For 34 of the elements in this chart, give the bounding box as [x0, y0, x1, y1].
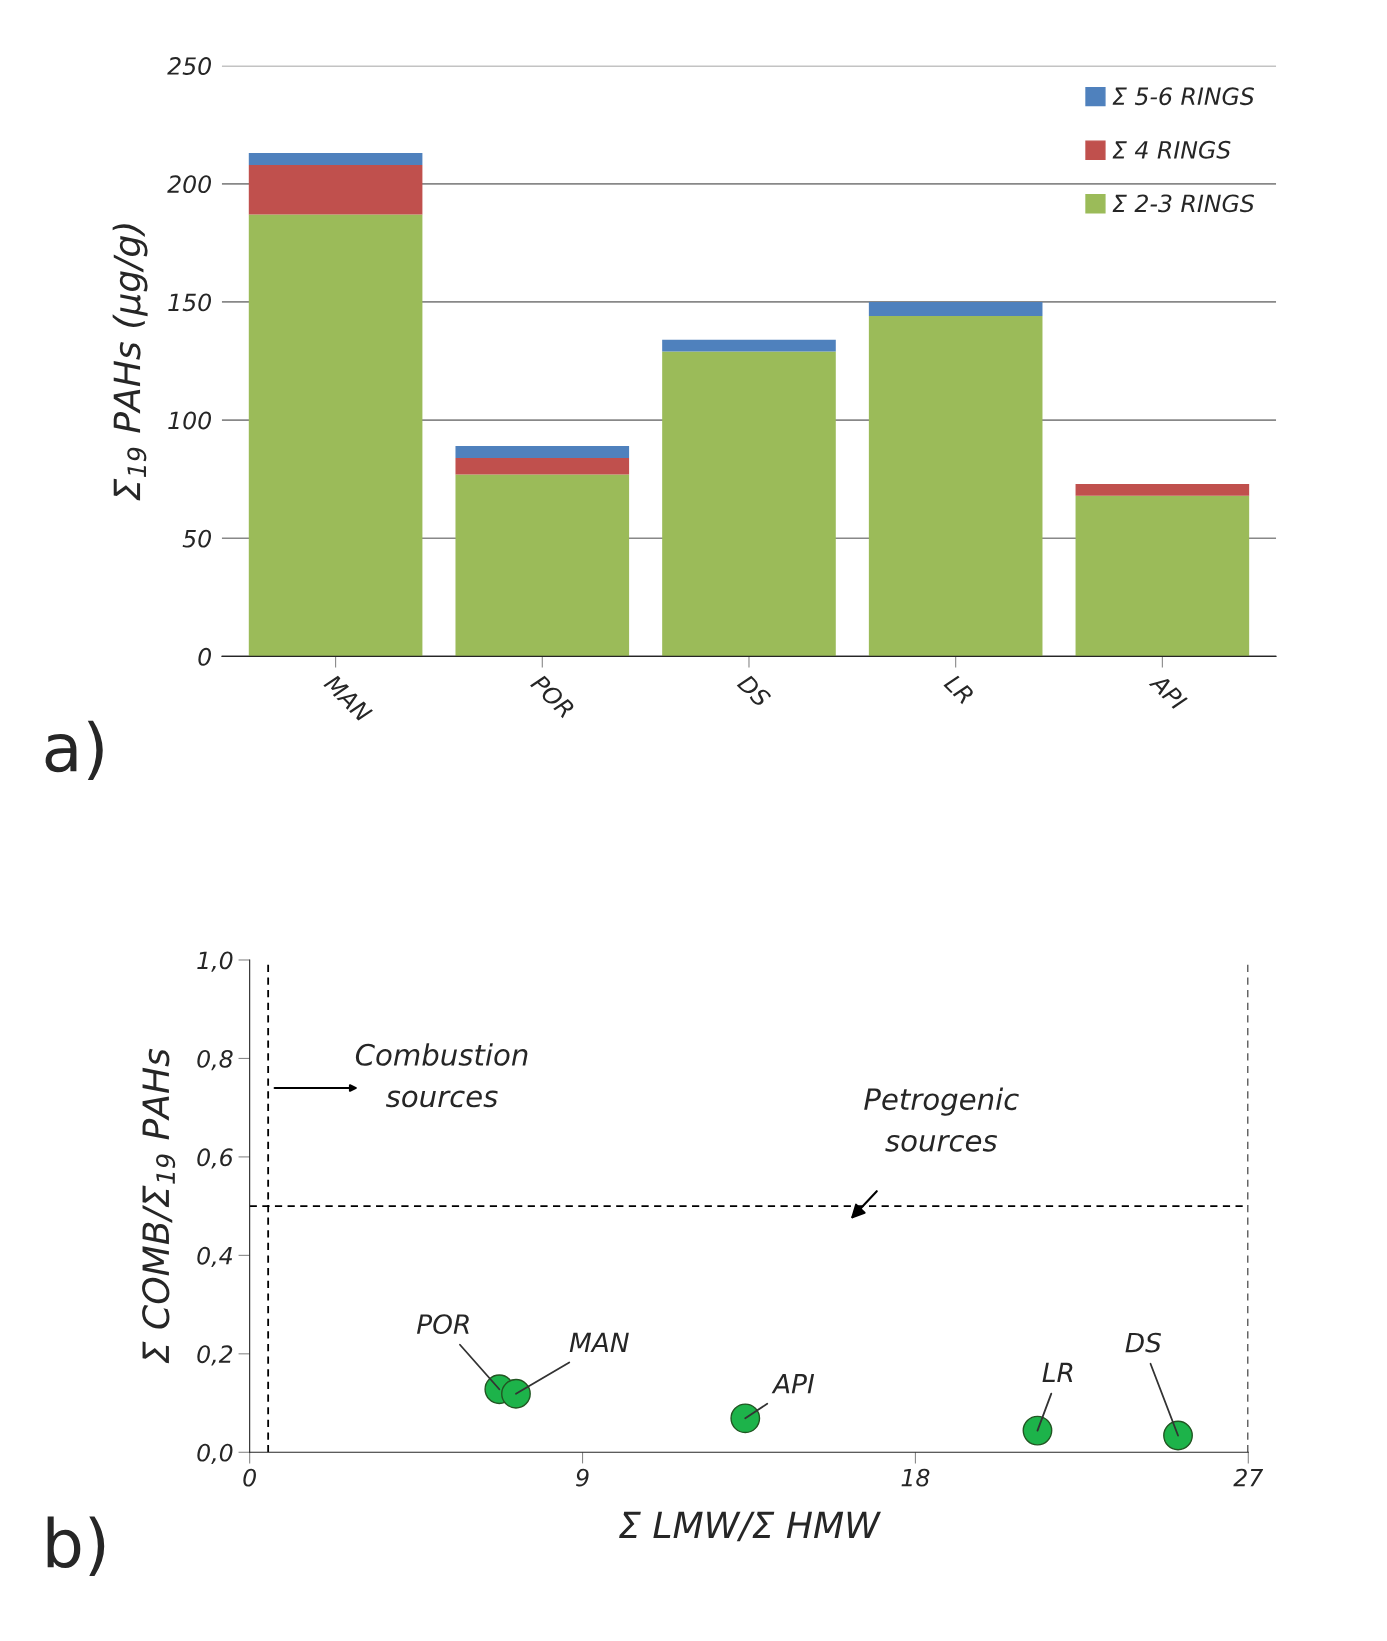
- text: b): [47, 1516, 105, 1576]
- annotation: LR: [1042, 1362, 1073, 1383]
- y-tick-label: 0,0: [197, 1443, 233, 1464]
- y-tick-label: 150: [168, 293, 212, 312]
- x-tick-label: 0: [243, 1468, 256, 1487]
- y-axis-title: Σ COMB/Σ$_{19}$ PAHs: [142, 1048, 176, 1364]
- y-tick-label: 100: [168, 411, 212, 430]
- y-tick-label: 200: [167, 175, 212, 194]
- x-tick-label: LR: [943, 673, 975, 705]
- x-tick-label: 18: [901, 1468, 930, 1487]
- x-tick-label: API: [1148, 672, 1188, 712]
- x-tick-label: 27: [1233, 1468, 1264, 1487]
- y-tick-label: 0,6: [197, 1148, 233, 1169]
- y-tick-label: 0,2: [197, 1345, 233, 1366]
- x-axis-title: Σ LMW/Σ HMW: [619, 1511, 881, 1542]
- annotation: Combustion sources: [355, 1043, 528, 1108]
- x-tick-label: 9: [576, 1468, 589, 1487]
- x-tick-label: DS: [736, 673, 772, 709]
- y-tick-label: 50: [182, 529, 212, 548]
- legend-label: Σ 5-6 RINGS: [1112, 87, 1255, 106]
- text: a): [45, 720, 103, 781]
- annotation: POR: [416, 1314, 469, 1335]
- y-tick-label: 0,4: [197, 1246, 233, 1268]
- y-axis-title: Σ$_{19}$ PAHs (µg/g): [112, 224, 148, 501]
- legend-label: Σ 4 RINGS: [1112, 140, 1231, 159]
- y-tick-label: 250: [167, 57, 212, 75]
- annotation: MAN: [569, 1332, 629, 1353]
- y-tick-label: 0,8: [197, 1049, 233, 1071]
- legend-label: Σ 2-3 RINGS: [1112, 194, 1255, 213]
- y-tick-label: 1,0: [197, 951, 233, 972]
- annotation: Petrogenic sources: [864, 1087, 1019, 1152]
- y-tick-label: 0: [198, 647, 212, 666]
- annotation: DS: [1125, 1332, 1161, 1353]
- annotation: API: [771, 1374, 815, 1394]
